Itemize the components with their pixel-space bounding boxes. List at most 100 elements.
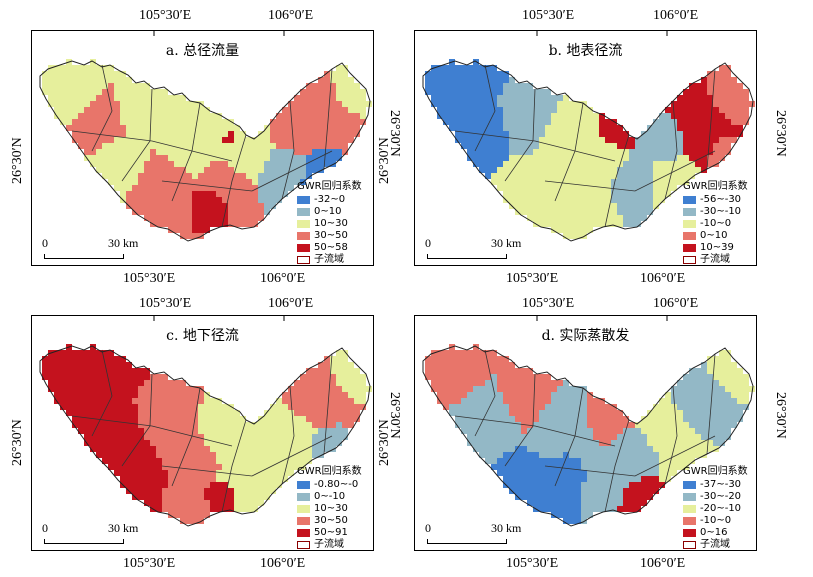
raster-cell [108, 161, 114, 167]
raster-cell [192, 500, 198, 506]
raster-cell [72, 107, 78, 113]
raster-cell [126, 137, 132, 143]
raster-cell [324, 137, 330, 143]
raster-cell [527, 95, 533, 101]
raster-cell [521, 125, 527, 131]
raster-cell [126, 155, 132, 161]
raster-cell [288, 155, 294, 161]
raster-cell [701, 143, 707, 149]
raster-cell [563, 167, 569, 173]
raster-cell [306, 440, 312, 446]
raster-cell [587, 470, 593, 476]
raster-cell [611, 464, 617, 470]
raster-cell [677, 113, 683, 119]
raster-cell [90, 404, 96, 410]
raster-cell [545, 89, 551, 95]
raster-cell [84, 143, 90, 149]
raster-cell [324, 392, 330, 398]
raster-cell [222, 203, 228, 209]
raster-cell [569, 494, 575, 500]
raster-cell [479, 161, 485, 167]
raster-cell [557, 392, 563, 398]
raster-cell [126, 368, 132, 374]
raster-cell [563, 155, 569, 161]
raster-cell [258, 464, 264, 470]
raster-cell [276, 416, 282, 422]
raster-cell [282, 125, 288, 131]
raster-cell [563, 440, 569, 446]
raster-cell [192, 167, 198, 173]
raster-cell [102, 83, 108, 89]
raster-cell [731, 380, 737, 386]
raster-cell [605, 131, 611, 137]
raster-cell [449, 119, 455, 125]
raster-cell [689, 161, 695, 167]
raster-cell [150, 203, 156, 209]
raster-cell [84, 113, 90, 119]
raster-cell [551, 404, 557, 410]
raster-cell [485, 101, 491, 107]
raster-cell [527, 440, 533, 446]
raster-cell [96, 452, 102, 458]
legend-swatch [297, 529, 310, 537]
raster-cell [84, 350, 90, 356]
raster-cell [294, 95, 300, 101]
raster-cell [228, 476, 234, 482]
raster-cell [138, 476, 144, 482]
raster-cell [503, 386, 509, 392]
raster-cell [521, 185, 527, 191]
raster-cell [659, 476, 665, 482]
raster-cell [150, 422, 156, 428]
raster-cell [563, 410, 569, 416]
raster-cell [90, 386, 96, 392]
raster-cell [491, 71, 497, 77]
raster-cell [479, 125, 485, 131]
raster-cell [587, 107, 593, 113]
raster-cell [198, 113, 204, 119]
raster-cell [192, 404, 198, 410]
raster-cell [174, 386, 180, 392]
raster-cell [563, 488, 569, 494]
raster-cell [533, 398, 539, 404]
raster-cell [264, 428, 270, 434]
choropleth-map [39, 31, 372, 242]
raster-cell [689, 410, 695, 416]
raster-cell [150, 167, 156, 173]
raster-cell [485, 65, 491, 71]
raster-cell [270, 464, 276, 470]
raster-cell [342, 137, 348, 143]
raster-cell [443, 113, 449, 119]
raster-cell [563, 446, 569, 452]
raster-cell [90, 380, 96, 386]
raster-cell [707, 71, 713, 77]
raster-cell [425, 77, 431, 83]
raster-cell [611, 131, 617, 137]
raster-cell [689, 392, 695, 398]
raster-cell [485, 155, 491, 161]
raster-cell [431, 77, 437, 83]
raster-cell [581, 440, 587, 446]
raster-cell [144, 374, 150, 380]
raster-cell [653, 173, 659, 179]
raster-cell [132, 203, 138, 209]
raster-cell [180, 386, 186, 392]
raster-cell [210, 149, 216, 155]
raster-cell [581, 458, 587, 464]
lon-label-a-right: 106°0′E [268, 8, 314, 23]
raster-cell [533, 89, 539, 95]
raster-cell [258, 482, 264, 488]
raster-cell [42, 356, 48, 362]
raster-cell [174, 506, 180, 512]
raster-cell [216, 167, 222, 173]
raster-cell [539, 191, 545, 197]
raster-cell [114, 107, 120, 113]
raster-cell [156, 137, 162, 143]
raster-cell [162, 185, 168, 191]
raster-cell [180, 95, 186, 101]
raster-cell [120, 107, 126, 113]
raster-cell [198, 155, 204, 161]
raster-cell [539, 482, 545, 488]
raster-cell [198, 119, 204, 125]
raster-cell [132, 137, 138, 143]
raster-cell [587, 143, 593, 149]
